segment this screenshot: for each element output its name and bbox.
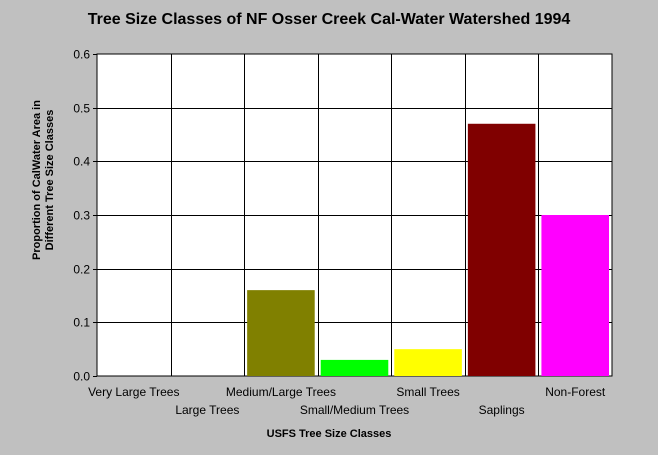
x-tick-label: Small/Medium Trees	[300, 403, 409, 417]
y-tick-label: 0.0	[73, 370, 90, 384]
x-tick-label: Small Trees	[396, 385, 459, 399]
axes: 0.0 0.1 0.2 0.3 0.4 0.5 0.6 Very Large Trees Lar…	[73, 48, 606, 418]
bar	[541, 215, 609, 376]
x-axis-label: USFS Tree Size Classes	[266, 428, 392, 440]
x-tick-label: Medium/Large Trees	[226, 385, 336, 399]
x-tick-label: Non-Forest	[545, 385, 606, 399]
bar	[247, 290, 315, 376]
y-tick-label: 0.1	[73, 316, 90, 330]
bar	[394, 349, 462, 376]
bar	[467, 123, 536, 377]
chart-title: Tree Size Classes of NF Osser Creek Cal-…	[87, 11, 571, 28]
y-tick-label: 0.2	[73, 263, 90, 277]
bar	[320, 359, 389, 376]
x-tick-label: Large Trees	[175, 403, 239, 417]
bars	[247, 123, 609, 377]
y-tick-label: 0.5	[73, 102, 90, 116]
x-tick-label: Very Large Trees	[88, 385, 179, 399]
y-tick-label: 0.4	[73, 155, 90, 169]
x-tick-label: Saplings	[479, 403, 525, 417]
y-tick-label: 0.3	[73, 209, 90, 223]
y-tick-label: 0.6	[73, 48, 90, 62]
